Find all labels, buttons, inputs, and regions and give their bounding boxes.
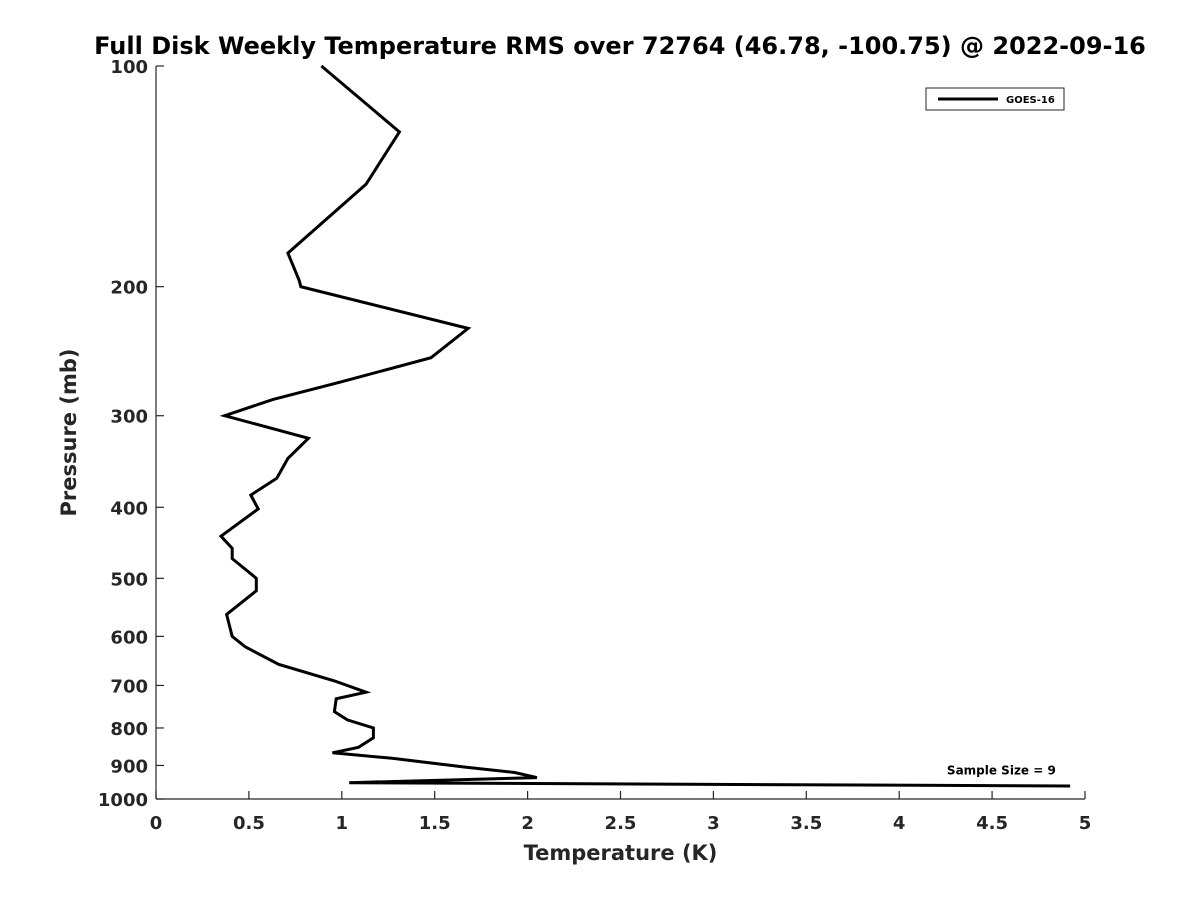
y-tick-label: 300: [110, 407, 148, 428]
x-tick-label: 0: [150, 813, 163, 834]
x-tick-label: 1.5: [419, 813, 451, 834]
x-tick-label: 3: [707, 813, 720, 834]
y-tick-label: 200: [110, 278, 148, 299]
x-tick-label: 0.5: [233, 813, 265, 834]
x-tick-label: 5: [1079, 813, 1092, 834]
legend-entry-goes-16: GOES-16: [1006, 95, 1055, 106]
series-layer: [218, 64, 1071, 788]
plot-area: 0 0.5 1 1.5 2 2.5 3 3.5 4 4.5 5 100 200 300 400 500 600…: [98, 57, 1091, 834]
x-tick-label: 2: [521, 813, 534, 834]
y-axis-ticks: 100 200 300 400 500 600 700 800 900 1000: [98, 57, 164, 811]
y-axis-label: Pressure (mb): [57, 349, 81, 517]
x-tick-label: 3.5: [790, 813, 822, 834]
y-tick-label: 800: [110, 719, 148, 740]
y-tick-label: 500: [110, 569, 148, 590]
y-tick-label: 900: [110, 756, 148, 777]
y-tick-label: 400: [110, 498, 148, 519]
y-tick-label: 1000: [98, 790, 148, 811]
series-line-goes-16: [218, 64, 1071, 788]
y-tick-label: 700: [110, 676, 148, 697]
x-tick-label: 1: [336, 813, 349, 834]
y-tick-label: 100: [110, 57, 148, 78]
x-tick-label: 2.5: [605, 813, 637, 834]
x-axis-label: Temperature (K): [524, 841, 718, 865]
x-tick-label: 4: [893, 813, 906, 834]
chart-title: Full Disk Weekly Temperature RMS over 72…: [94, 32, 1146, 60]
legend: GOES-16: [925, 87, 1065, 111]
x-tick-label: 4.5: [976, 813, 1008, 834]
y-tick-label: 600: [110, 627, 148, 648]
x-axis-ticks: 0 0.5 1 1.5 2 2.5 3 3.5 4 4.5 5: [150, 791, 1092, 834]
sample-size-annotation: Sample Size = 9: [947, 764, 1056, 778]
